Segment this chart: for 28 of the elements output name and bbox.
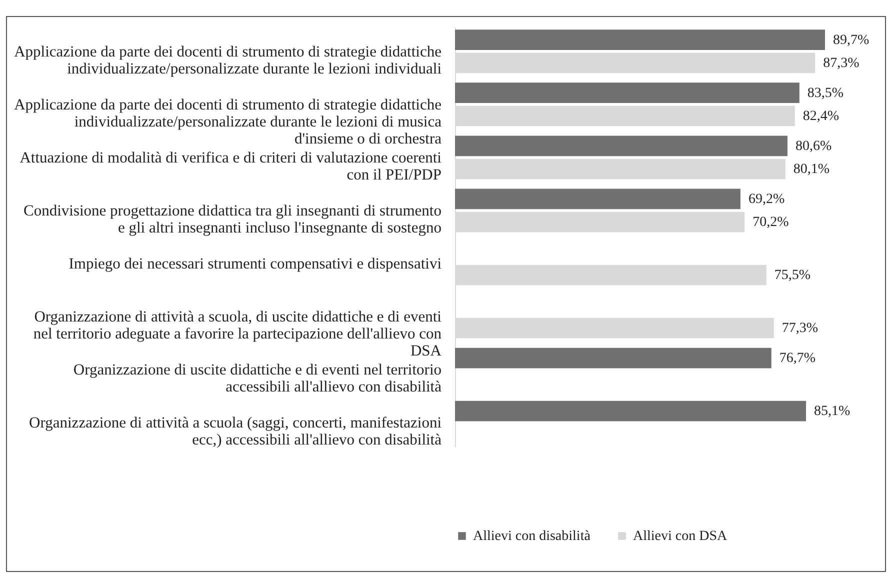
data-label: 83,5% bbox=[807, 86, 844, 101]
data-label: 85,1% bbox=[814, 404, 851, 420]
bar bbox=[455, 348, 772, 368]
data-label: 70,2% bbox=[752, 215, 790, 230]
data-label: 76,7% bbox=[779, 351, 816, 366]
legend-label: Allievi con disabilità bbox=[473, 529, 592, 544]
bar bbox=[455, 82, 800, 104]
y-tick-label: Impiego dei necessari strumenti compensativi e dispensativi bbox=[68, 256, 442, 273]
bar bbox=[455, 188, 740, 210]
data-label: 69,2% bbox=[748, 192, 785, 207]
data-label: 89,7% bbox=[833, 32, 870, 48]
data-label: 77,3% bbox=[782, 321, 818, 336]
y-tick-label: Applicazione da parte dei docenti di strumento di strategie didattiche individualizzate/personalizzate durante le lezioni individuali bbox=[14, 43, 442, 78]
data-label: 82,4% bbox=[802, 108, 840, 124]
y-tick-label: Organizzazione di attività a scuola, di uscite didattiche e di eventi nel territorio adeguate a favorire la partecipazione dell'allievo con DSA bbox=[33, 308, 442, 360]
y-tick-label: Condivisione progettazione didattica tra gli insegnanti di strumento e gli altri insegnanti incluso l'insegnante di sostegno bbox=[24, 202, 442, 236]
bar bbox=[455, 30, 825, 50]
bar bbox=[455, 400, 806, 422]
y-tick-label: Applicazione da parte dei docenti di strumento di strategie didattiche individualizzate/personalizzate durante le lezioni di musica d'insieme o di orchestra bbox=[14, 96, 442, 148]
data-label: 80,6% bbox=[795, 138, 832, 154]
data-label: 87,3% bbox=[823, 56, 860, 71]
y-tick-label: Organizzazione di uscite didattiche e di eventi nel territorio accessibili all'allievo con disabilità bbox=[73, 362, 442, 396]
data-label: 80,1% bbox=[793, 162, 830, 178]
y-tick-label: Attuazione di modalità di verifica e di criteri di valutazione coerenti con il PEI/PDP bbox=[20, 149, 442, 184]
y-tick-label: Organizzazione di attività a scuola (saggi, concerti, manifestazioni ecc,) accessibili all'allievo con disabilità bbox=[29, 414, 442, 449]
bar bbox=[455, 136, 788, 156]
legend-label: Allievi con DSA bbox=[633, 529, 728, 544]
data-label: 75,5% bbox=[774, 268, 811, 284]
